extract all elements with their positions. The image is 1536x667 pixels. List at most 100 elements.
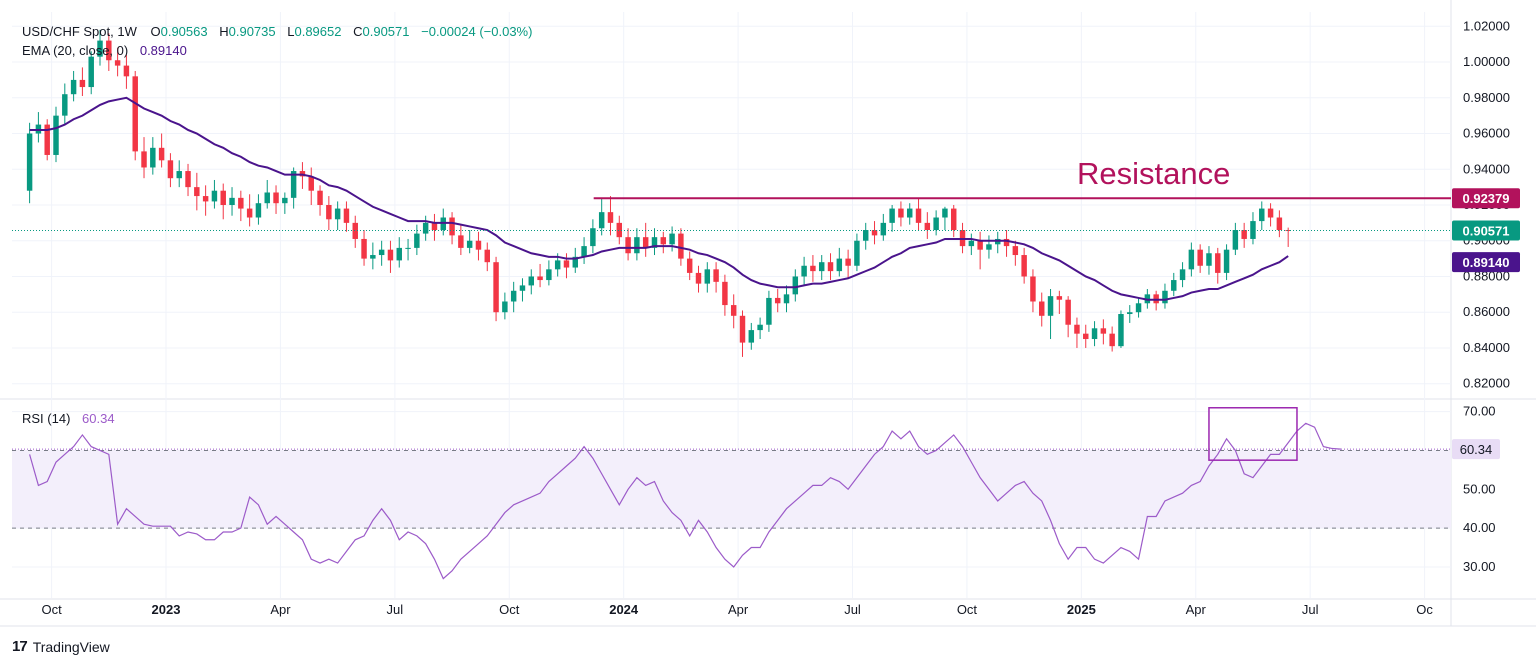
high-value: 0.90735 — [229, 24, 276, 39]
candle-body — [387, 249, 394, 261]
rsi-legend: RSI (14) 60.34 — [22, 411, 115, 426]
time-tick-label: Oct — [41, 602, 62, 617]
resistance-annotation[interactable]: Resistance — [1077, 156, 1230, 191]
candle-body — [1285, 230, 1291, 232]
candle-body — [757, 324, 763, 331]
candle-body — [132, 76, 138, 152]
candle-body — [581, 246, 587, 257]
candle-body — [906, 208, 913, 218]
rsi-label: RSI (14) — [22, 411, 70, 426]
legend-line-1: USD/CHF Spot, 1W O0.90563 H0.90735 L0.89… — [22, 24, 532, 39]
candle-body — [475, 240, 482, 250]
candle-body — [220, 190, 226, 205]
candle-body — [651, 237, 658, 248]
tradingview-logo-text: TradingView — [32, 638, 110, 655]
candle-body — [44, 124, 50, 155]
low-value: 0.89652 — [294, 24, 341, 39]
candle-body — [669, 233, 675, 245]
candle-body — [889, 208, 895, 223]
time-tick-label: Oct — [499, 602, 520, 617]
candle-body — [1250, 221, 1256, 239]
candle-body — [616, 222, 623, 238]
candle-body — [1109, 333, 1115, 347]
rsi-tick-label: 70.00 — [1463, 404, 1496, 419]
time-tick-label: Oct — [957, 602, 978, 617]
candle-body — [308, 176, 314, 191]
candle-body — [546, 269, 552, 281]
time-tick-label: Jul — [844, 602, 861, 617]
candle-body — [1083, 333, 1089, 340]
candle-body — [123, 65, 130, 77]
candle-body — [730, 305, 737, 316]
candle-body — [748, 330, 755, 343]
ema-line — [29, 96, 1289, 301]
price-tick-label: 1.00000 — [1463, 54, 1510, 69]
candle-body — [1259, 208, 1265, 222]
candle-body — [1179, 269, 1186, 281]
candle-body — [898, 208, 904, 218]
candle-body — [590, 228, 596, 247]
candle-body — [1003, 238, 1010, 247]
candle-body — [70, 79, 77, 95]
ema-series — [29, 96, 1289, 301]
overlays — [12, 197, 1451, 450]
candle-body — [414, 233, 420, 248]
candle-body — [968, 240, 975, 247]
low-label: L — [287, 24, 294, 39]
time-tick-label: 2024 — [609, 602, 639, 617]
time-tick-label: Apr — [728, 602, 749, 617]
candle-body — [264, 192, 270, 204]
close-label: C — [353, 24, 362, 39]
candle-body — [396, 247, 402, 261]
candle-body — [607, 212, 614, 223]
candle-body — [62, 94, 68, 116]
candle-body — [150, 147, 156, 168]
candle-body — [880, 222, 887, 236]
candle-body — [26, 133, 33, 191]
price-tick-label: 0.84000 — [1463, 340, 1510, 355]
candle-body — [1127, 312, 1133, 315]
candle-body — [1215, 253, 1221, 273]
rsi-series — [29, 407, 1342, 580]
candle-body — [1074, 324, 1080, 334]
candle-body — [774, 297, 781, 304]
tradingview-logo[interactable]: 17 TradingView — [12, 638, 110, 655]
candle-body — [1223, 249, 1230, 273]
candle-body — [238, 197, 244, 209]
price-tag-resistance — [1452, 188, 1520, 209]
candle-body — [378, 249, 385, 256]
candle-body — [282, 197, 288, 204]
candle-body — [431, 222, 438, 231]
candle-body — [370, 255, 376, 259]
candle-body — [1197, 249, 1203, 266]
candle-body — [194, 187, 200, 197]
change-value: −0.00024 (−0.03%) — [421, 24, 532, 39]
candle-body — [158, 147, 165, 161]
open-value: 0.90563 — [161, 24, 208, 39]
candle-body — [563, 260, 570, 268]
price-tick-label: 0.88000 — [1463, 268, 1510, 283]
price-tag-label: 0.92379 — [1463, 191, 1510, 206]
candle-body — [783, 294, 790, 304]
candle-body — [510, 290, 517, 302]
price-tick-label: 0.86000 — [1463, 304, 1510, 319]
candle-body — [1206, 253, 1212, 266]
candle-body — [229, 197, 235, 205]
rsi-legend-value: 60.34 — [82, 411, 115, 426]
rsi-tick-label: 40.00 — [1463, 520, 1496, 535]
candle-body — [493, 262, 499, 313]
candle-body — [818, 262, 825, 272]
candle-body — [1056, 296, 1063, 300]
candle-body — [1039, 301, 1045, 316]
rsi-highlight-box[interactable] — [1208, 407, 1298, 461]
candle-body — [79, 79, 86, 88]
rsi-tick-label: 30.00 — [1463, 559, 1496, 574]
time-axis[interactable]: Oct 2023 Apr Jul Oct 2024 Apr Jul Oct 2025 Apr Jul O… — [41, 602, 1433, 617]
candle-body — [801, 265, 807, 277]
candle-body — [572, 256, 579, 268]
candle-body — [951, 208, 957, 231]
candle-body — [642, 237, 649, 248]
price-tick-label: 0.82000 — [1463, 376, 1510, 391]
candle-body — [273, 192, 279, 204]
